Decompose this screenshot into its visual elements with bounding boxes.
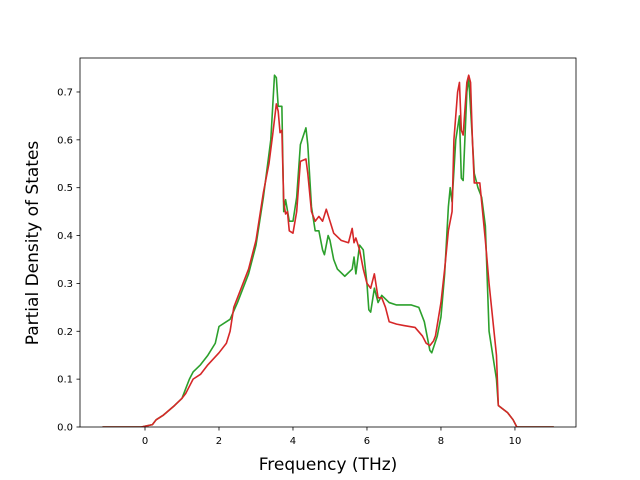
y-tick-label: 0.4: [57, 231, 73, 242]
x-tick-label: 2: [216, 436, 222, 447]
plot-frame: [79, 57, 577, 428]
y-axis-label: Partial Density of States: [23, 141, 43, 346]
x-axis-label: Frequency (THz): [259, 455, 398, 475]
y-tick-label: 0.3: [57, 279, 73, 290]
y-tick-label: 0.7: [57, 87, 73, 98]
x-tick-label: 6: [364, 436, 370, 447]
y-tick-label: 0.6: [57, 135, 73, 146]
y-tick-label: 0.5: [57, 183, 73, 194]
x-tick-label: 0: [142, 436, 148, 447]
y-tick-label: 0.0: [57, 423, 73, 434]
x-tick-label: 4: [290, 436, 296, 447]
x-tick-label: 8: [438, 436, 444, 447]
x-tick-label: 10: [509, 436, 522, 447]
line-series: [102, 74, 554, 427]
y-tick-label: 0.1: [57, 375, 73, 386]
line-series: [102, 74, 554, 427]
y-tick-label: 0.2: [57, 327, 73, 338]
